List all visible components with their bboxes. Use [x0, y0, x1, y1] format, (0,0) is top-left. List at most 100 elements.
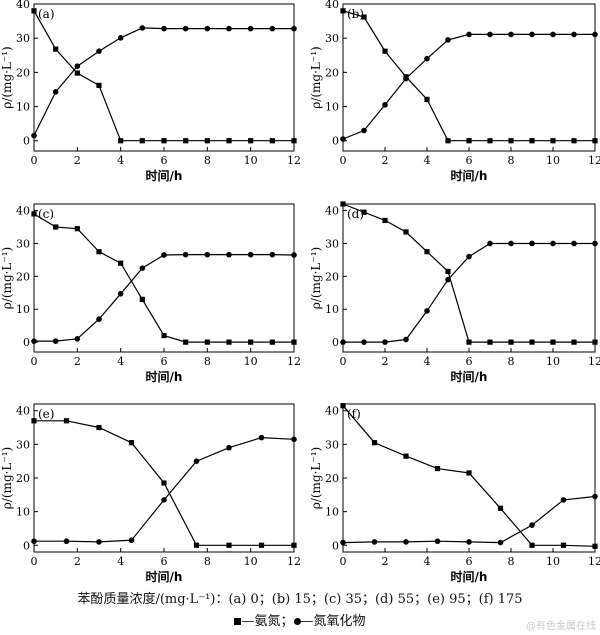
y-axis-label: ρ/(mg·L⁻¹)	[0, 447, 14, 509]
y-tick-label: 30	[325, 237, 339, 250]
circle-data-point	[269, 25, 276, 32]
circle-data-point	[560, 497, 567, 503]
circle-series-line	[34, 254, 295, 342]
square-data-point	[226, 542, 232, 548]
y-tick-label: 20	[325, 472, 339, 485]
circle-data-point	[204, 251, 211, 258]
square-data-point	[63, 418, 70, 424]
y-axis-label: ρ/(mg·L⁻¹)	[309, 447, 323, 509]
legend-nitrate-label: —氮氧化物	[300, 614, 366, 629]
square-data-point	[592, 138, 598, 144]
square-data-point	[466, 470, 472, 476]
square-data-point	[487, 339, 493, 345]
square-data-point	[571, 339, 577, 345]
circle-data-point	[52, 338, 59, 344]
y-tick-label: 0	[23, 539, 30, 552]
square-data-point	[204, 339, 210, 345]
circle-data-point	[403, 336, 409, 343]
circle-data-point	[434, 538, 441, 545]
circle-data-point	[382, 339, 388, 345]
x-tick-label: 12	[287, 555, 301, 568]
square-data-point	[291, 339, 297, 345]
square-data-point	[248, 138, 254, 144]
circle-data-point	[403, 75, 409, 82]
square-data-point	[560, 542, 567, 548]
circle-data-point	[361, 127, 367, 134]
circle-data-point	[497, 539, 504, 546]
circle-data-point	[204, 25, 211, 32]
chart-panel-c: 0 2 4 6 8 10 12 0 10 20 30 40 时间/h ρ/(mg·L⁻¹) (c)	[0, 203, 301, 384]
square-data-point	[193, 542, 200, 548]
y-tick-label: 0	[332, 135, 339, 148]
y-tick-label: 30	[325, 438, 339, 451]
circle-data-point	[592, 493, 598, 500]
square-data-point	[497, 505, 504, 511]
square-data-point	[466, 138, 472, 144]
circle-data-point	[31, 132, 37, 139]
square-series-line	[33, 213, 294, 343]
circle-data-point	[571, 240, 577, 247]
y-tick-label: 10	[16, 101, 30, 114]
x-tick-label: 2	[74, 555, 81, 568]
square-series-line	[342, 10, 595, 142]
square-data-point	[226, 339, 232, 345]
circle-data-point	[508, 31, 514, 38]
circle-data-point	[182, 25, 189, 32]
square-data-point	[74, 70, 80, 76]
x-tick-label: 6	[161, 154, 168, 167]
x-tick-label: 0	[340, 154, 347, 167]
square-data-point	[508, 339, 514, 345]
x-tick-label: 6	[466, 555, 473, 568]
circle-data-point	[31, 538, 37, 545]
circle-series-line	[33, 27, 294, 136]
circle-series-line	[342, 33, 595, 140]
circle-data-point	[96, 316, 102, 322]
x-tick-label: 4	[117, 154, 124, 167]
square-data-point	[529, 542, 535, 548]
circle-data-point	[31, 338, 37, 344]
y-axis-label: ρ/(mg·L⁻¹)	[309, 247, 323, 309]
square-data-point	[529, 138, 535, 144]
square-data-point	[139, 138, 145, 144]
y-tick-label: 20	[325, 66, 339, 79]
square-data-point	[424, 249, 430, 255]
square-data-point	[340, 8, 346, 14]
square-data-point	[139, 296, 145, 302]
square-series-line	[342, 203, 595, 343]
x-tick-label: 0	[31, 355, 38, 368]
circle-data-point	[592, 31, 598, 38]
x-tick-label: 2	[382, 355, 389, 368]
circle-data-point	[487, 31, 493, 38]
square-data-point	[269, 138, 275, 144]
square-data-point	[53, 46, 59, 52]
circle-data-point	[424, 55, 430, 62]
x-axis-label: 时间/h	[146, 569, 183, 584]
x-tick-label: 6	[161, 555, 168, 568]
square-data-point	[31, 211, 37, 217]
circle-data-point	[550, 31, 556, 38]
x-tick-label: 10	[546, 555, 560, 568]
square-data-point	[371, 440, 378, 446]
circle-data-point	[182, 251, 189, 258]
plot-frame	[342, 203, 596, 353]
y-tick-label: 40	[16, 405, 30, 418]
circle-data-point	[247, 251, 254, 258]
panel-label: (a)	[38, 7, 55, 21]
circle-data-point	[529, 522, 535, 528]
circle-data-point	[161, 252, 167, 258]
x-tick-label: 8	[508, 154, 515, 167]
circle-data-point	[247, 25, 254, 32]
y-tick-label: 0	[332, 539, 339, 552]
y-tick-label: 20	[16, 270, 30, 283]
y-tick-label: 40	[16, 205, 30, 218]
y-tick-label: 40	[16, 0, 30, 11]
chart-panel-f: 0 2 4 6 8 10 12 0 10 20 30 40 时间/h ρ/(mg·L⁻¹) (f)	[309, 403, 600, 584]
square-data-point	[204, 138, 210, 144]
x-tick-label: 0	[340, 555, 347, 568]
x-tick-label: 12	[588, 555, 600, 568]
x-tick-label: 10	[244, 154, 258, 167]
x-tick-label: 8	[204, 154, 211, 167]
